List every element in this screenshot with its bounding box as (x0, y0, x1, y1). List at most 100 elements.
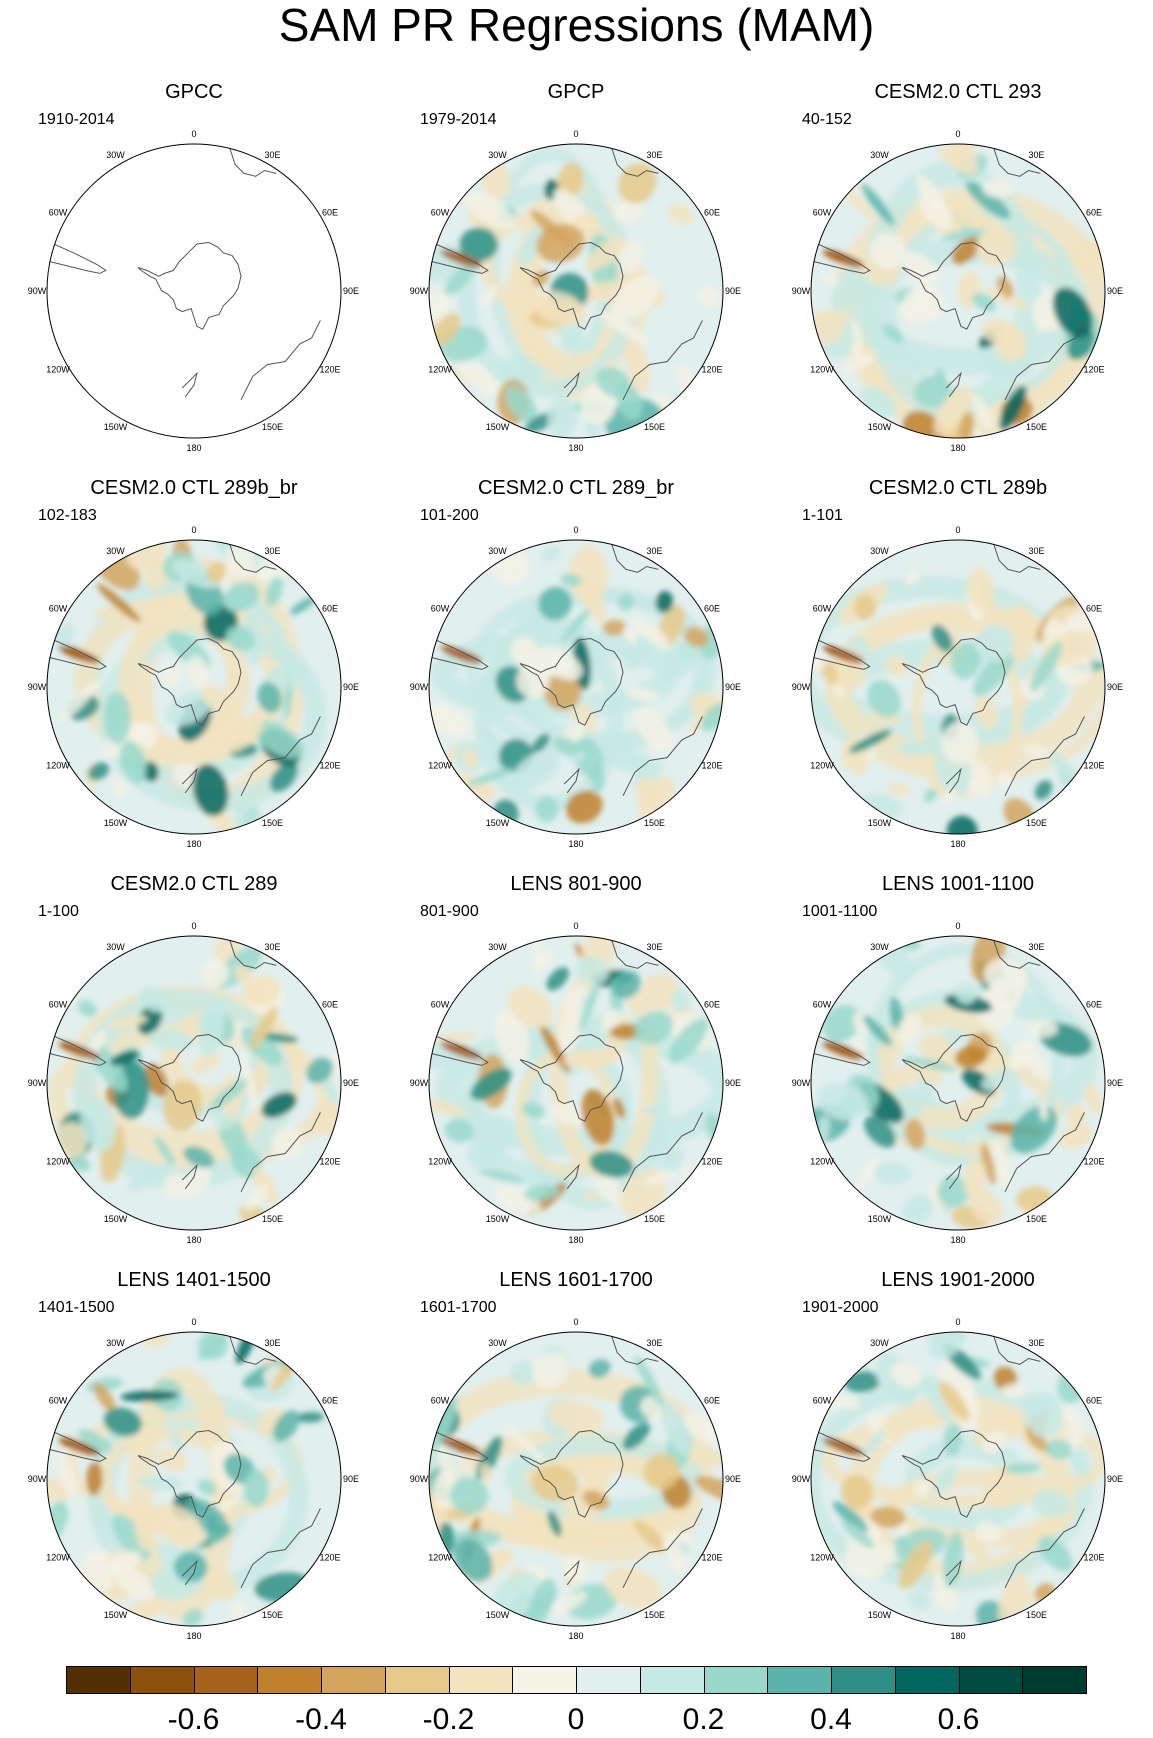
coastlines (47, 938, 321, 1193)
panel-title: GPCP (547, 81, 605, 103)
panel-title: LENS 1401-1500 (117, 1269, 271, 1291)
lon-label: 60W (813, 208, 832, 218)
map-boundary (810, 539, 1106, 835)
lon-label: 120E (701, 1157, 722, 1167)
precip-field (811, 144, 1105, 438)
panel-period: 1601-1700 (420, 1299, 497, 1316)
colorbar-swatch (321, 1666, 386, 1694)
colorbar-swatch (448, 1666, 514, 1694)
lon-label: 120W (810, 761, 834, 771)
polar-map: 0 30E 60E 90E 120E 150E 180 150W 120W 90W 60W 30W (792, 1317, 1123, 1641)
lon-label: 180 (186, 443, 201, 453)
lon-label: 60W (49, 1000, 68, 1010)
lon-label: 120W (810, 1553, 834, 1563)
lon-label: 60W (813, 1396, 832, 1406)
lon-label: 150E (262, 818, 283, 828)
lon-label: 150E (262, 1610, 283, 1620)
lon-label: 120W (428, 1553, 452, 1563)
polar-map: 0 30E 60E 90E 120E 150E 180 150W 120W 90W 60W 30W (28, 129, 359, 453)
lon-label: 30E (646, 150, 662, 160)
lon-label: 150W (104, 1610, 128, 1620)
lon-label: 0 (573, 129, 578, 139)
colorbar-swatch (193, 1666, 259, 1694)
panel-title: CESM2.0 CTL 293 (874, 81, 1042, 103)
lon-label: 30W (870, 150, 889, 160)
lon-label: 120E (1083, 1553, 1104, 1563)
lon-label: 30W (106, 1338, 125, 1348)
lon-label: 60E (1086, 208, 1102, 218)
lon-label: 30E (646, 942, 662, 952)
lon-label: 120E (701, 761, 722, 771)
lon-label: 150E (644, 422, 665, 432)
lon-label: 60E (1086, 604, 1102, 614)
lon-label: 180 (568, 1631, 583, 1641)
colorbar-swatch (894, 1666, 960, 1694)
lon-label: 90E (343, 286, 359, 296)
colorbar-swatch (639, 1666, 705, 1694)
lon-label: 150W (868, 1610, 892, 1620)
panel-title: CESM2.0 CTL 289_br (477, 477, 674, 499)
lon-label: 150E (644, 1214, 665, 1224)
lon-label: 150W (868, 818, 892, 828)
lon-label: 60W (49, 604, 68, 614)
lon-label: 0 (191, 129, 196, 139)
colorbar-swatch (767, 1666, 832, 1694)
lon-label: 180 (186, 1631, 201, 1641)
lon-label: 120W (46, 1553, 70, 1563)
lon-label: 150E (1026, 1214, 1047, 1224)
map-panel: CESM2.0 CTL 289b_br 0 30E 60E 90E 120E 150E 180… (2, 476, 386, 871)
lon-label: 60E (1086, 1396, 1102, 1406)
map-boundary (46, 935, 342, 1231)
lon-label: 60W (431, 1396, 450, 1406)
map-panel: LENS 1901-2000 0 30E 60E 90E 120E 150E 180 150W 1… (766, 1268, 1150, 1663)
lon-label: 150W (104, 818, 128, 828)
map-panel: CESM2.0 CTL 293 0 30E 60E 90E 120E 150E 180 150W… (766, 80, 1150, 475)
colorbar-tick-label: -0.6 (167, 1703, 220, 1736)
panel-title: LENS 801-900 (510, 873, 642, 895)
colorbar-tick-label: 0.4 (810, 1703, 852, 1736)
coastlines (47, 146, 321, 401)
lon-label: 90E (1107, 286, 1123, 296)
map-panel: GPCP 0 30E 60E 90E 120E 150E 180 150W 120W 90W 60W 3… (384, 80, 768, 475)
lon-label: 90W (410, 682, 429, 692)
precip-field (811, 1332, 1105, 1626)
lon-label: 120W (810, 1157, 834, 1167)
lon-label: 120E (1083, 365, 1104, 375)
precip-field (811, 936, 1105, 1230)
panel-period: 1910-2014 (38, 111, 115, 128)
panel-title: LENS 1601-1700 (499, 1269, 653, 1291)
coastlines (811, 938, 1085, 1193)
lon-label: 180 (950, 839, 965, 849)
polar-map: 0 30E 60E 90E 120E 150E 180 150W 120W 90W 60W 30W (28, 921, 359, 1245)
lon-label: 30E (1028, 150, 1044, 160)
panel-period: 1401-1500 (38, 1299, 115, 1316)
panel-title: LENS 1001-1100 (882, 873, 1034, 895)
lon-label: 90W (28, 1078, 47, 1088)
lon-label: 90E (725, 286, 741, 296)
lon-label: 30E (264, 942, 280, 952)
lon-label: 60E (704, 604, 720, 614)
lon-label: 60E (704, 208, 720, 218)
lon-label: 150E (262, 422, 283, 432)
lon-label: 120W (810, 365, 834, 375)
lon-label: 90W (28, 286, 47, 296)
panel-period: 101-200 (420, 507, 479, 524)
lon-label: 60E (704, 1000, 720, 1010)
lon-label: 150E (644, 1610, 665, 1620)
colorbar-tick-label: -0.2 (422, 1703, 475, 1736)
map-boundary (46, 143, 342, 439)
lon-label: 60E (322, 604, 338, 614)
lon-label: 90E (725, 682, 741, 692)
map-boundary (46, 539, 342, 835)
lon-label: 150E (1026, 1610, 1047, 1620)
lon-label: 180 (186, 1235, 201, 1245)
panel-title: CESM2.0 CTL 289 (110, 873, 278, 895)
lon-label: 60W (49, 1396, 68, 1406)
lon-label: 0 (955, 129, 960, 139)
lon-label: 150E (644, 818, 665, 828)
colorbar-swatch (512, 1666, 577, 1694)
lon-label: 90E (1107, 1078, 1123, 1088)
lon-label: 150W (104, 1214, 128, 1224)
polar-map: 0 30E 60E 90E 120E 150E 180 150W 120W 90W 60W 30W (792, 129, 1123, 453)
precip-field (429, 540, 723, 834)
